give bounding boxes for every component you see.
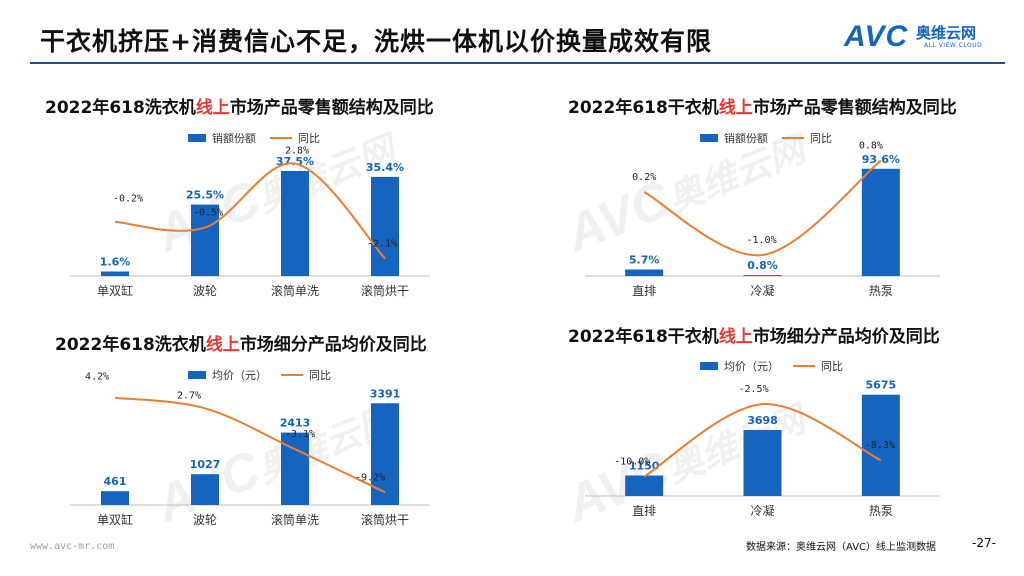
wash_price-bar <box>191 474 219 505</box>
footer-source: 数据来源：奥维云网（AVC）线上监测数据 <box>746 542 937 553</box>
dry_price-yoy-label: -2.5% <box>739 384 769 395</box>
avc-logo: AVC 奥维云网 ALL VIEW CLOUD <box>844 20 1014 60</box>
wash_share-bar <box>101 271 129 276</box>
logo-main-text: AVC <box>844 20 909 53</box>
dry_price-bar <box>625 475 664 496</box>
dry_price-bar-label: 1150 <box>629 459 660 472</box>
logo-en-text: ALL VIEW CLOUD <box>924 42 983 49</box>
title-highlight: 线上 <box>195 98 230 118</box>
wash_price-bar <box>371 403 399 505</box>
wash_share-category-label: 滚筒烘干 <box>361 283 409 298</box>
wash_share-bar-label: 35.4% <box>366 161 404 174</box>
dry_price-yoy-label: -10.0% <box>614 457 650 468</box>
dry_share-bar-label: 93.6% <box>862 153 900 166</box>
dry_price-bar <box>743 430 782 496</box>
title-suffix: 市场细分产品均价及同比 <box>752 327 940 347</box>
page-title: 干衣机挤压+消费信心不足，洗烘一体机以价换量成效有限 <box>40 27 712 56</box>
wash_share-legend-bar-label: 销额份额 <box>212 131 256 145</box>
wash_share-yoy-label: -0.5% <box>193 208 223 219</box>
wash_price-category-label: 滚筒单洗 <box>271 512 319 527</box>
chart-title-wash-share: 2022年618洗衣机线上市场产品零售额结构及同比 <box>45 93 434 118</box>
wash_price-category-label: 波轮 <box>193 513 217 527</box>
title-prefix: 2022年618干衣机 <box>568 327 719 347</box>
dry_share-bar-label: 5.7% <box>629 253 660 266</box>
dry_share-category-label: 冷凝 <box>750 283 774 298</box>
wash_price-legend-bar-label: 均价（元） <box>212 369 267 382</box>
wash_price-yoy-label: 4.2% <box>85 372 109 383</box>
wash_share-bar-label: 1.6% <box>100 256 131 269</box>
wash_share-bar-label: 25.5% <box>186 189 224 202</box>
dry_price-bar <box>861 394 900 496</box>
title-suffix: 市场产品零售额结构及同比 <box>229 98 434 118</box>
dry_price-legend-bar-swatch <box>700 362 718 370</box>
dry_price-bar-label: 3698 <box>747 414 778 427</box>
dry_share-legend-bar-swatch <box>700 134 718 142</box>
dry_price-yoy-line <box>643 403 882 478</box>
wash_share-bar <box>191 204 219 276</box>
dry_share-bar-label: 0.8% <box>747 259 778 272</box>
title-highlight: 线上 <box>205 335 240 355</box>
wash_share-legend-bar-swatch <box>188 134 206 142</box>
dry_price-category-label: 冷凝 <box>750 503 774 518</box>
wash_price-yoy-label: -9.2% <box>355 472 385 483</box>
page-number: -27- <box>972 536 996 550</box>
wash_share-bar <box>371 176 399 276</box>
dry_price-legend-line-label: 同比 <box>821 360 843 373</box>
wash_share-yoy-label: -2.1% <box>367 239 397 250</box>
dry_share-category-label: 直排 <box>632 284 656 298</box>
wash_share-yoy-line <box>114 162 386 260</box>
title-prefix: 2022年618洗衣机 <box>55 335 206 355</box>
dry_share-yoy-line <box>643 159 882 257</box>
title-highlight: 线上 <box>718 327 753 347</box>
wash_price-yoy-label: 2.7% <box>177 390 201 401</box>
wash_price-legend-bar-swatch <box>188 371 206 379</box>
wash_price-bar-label: 3391 <box>370 387 401 400</box>
wash_price-yoy-label: -3.1% <box>285 429 315 440</box>
footer-url[interactable]: www.avc-mr.com <box>30 541 115 552</box>
title-divider <box>30 62 1005 64</box>
wash_share-bar <box>281 171 309 276</box>
dry_price-category-label: 热泵 <box>869 504 893 518</box>
title-prefix: 2022年618干衣机 <box>568 98 719 118</box>
dry_share-bar <box>625 269 664 276</box>
dry_share-bar <box>861 168 900 276</box>
dry_share-legend-line-label: 同比 <box>810 132 832 145</box>
dry_price-bar-label: 5675 <box>866 379 897 392</box>
dry_share-yoy-label: -1.0% <box>747 235 777 246</box>
title-suffix: 市场产品零售额结构及同比 <box>752 98 957 118</box>
dry_share-legend-bar-label: 销额份额 <box>724 131 768 145</box>
wash_price-bar-label: 461 <box>104 475 127 488</box>
wash_share-yoy-label: -0.2% <box>113 194 143 205</box>
wash_price-category-label: 滚筒烘干 <box>361 512 409 527</box>
dry_share-yoy-label: 0.2% <box>632 172 656 183</box>
wash_price-legend-line-label: 同比 <box>309 369 331 382</box>
wash_share-category-label: 单双缸 <box>97 283 133 298</box>
dry_share-bar <box>743 275 782 276</box>
wash_price-bar <box>101 491 129 505</box>
wash_share-yoy-label: 2.8% <box>285 146 309 157</box>
wash_share-legend-line-label: 同比 <box>298 132 320 145</box>
title-prefix: 2022年618洗衣机 <box>45 98 196 118</box>
wash_share-category-label: 波轮 <box>193 284 217 298</box>
wash_price-yoy-line <box>114 396 386 494</box>
wash_share-category-label: 滚筒单洗 <box>271 283 319 298</box>
chart-title-dry-price: 2022年618干衣机线上市场细分产品均价及同比 <box>568 322 940 347</box>
dry_price-category-label: 直排 <box>632 504 656 518</box>
wash_price-bar-label: 2413 <box>280 417 311 430</box>
chart-title-wash-price: 2022年618洗衣机线上市场细分产品均价及同比 <box>55 330 427 355</box>
dry_share-yoy-label: 0.8% <box>859 141 883 152</box>
dry_share-category-label: 热泵 <box>869 284 893 298</box>
dry_price-legend-bar-label: 均价（元） <box>724 360 779 373</box>
wash_price-category-label: 单双缸 <box>97 512 133 527</box>
logo-cn-text: 奥维云网 <box>916 24 977 42</box>
title-suffix: 市场细分产品均价及同比 <box>239 335 427 355</box>
chart-title-dry-share: 2022年618干衣机线上市场产品零售额结构及同比 <box>568 93 957 118</box>
title-highlight: 线上 <box>718 98 753 118</box>
wash_price-bar-label: 1027 <box>190 458 221 471</box>
dry_price-yoy-label: -8.3% <box>865 440 895 451</box>
